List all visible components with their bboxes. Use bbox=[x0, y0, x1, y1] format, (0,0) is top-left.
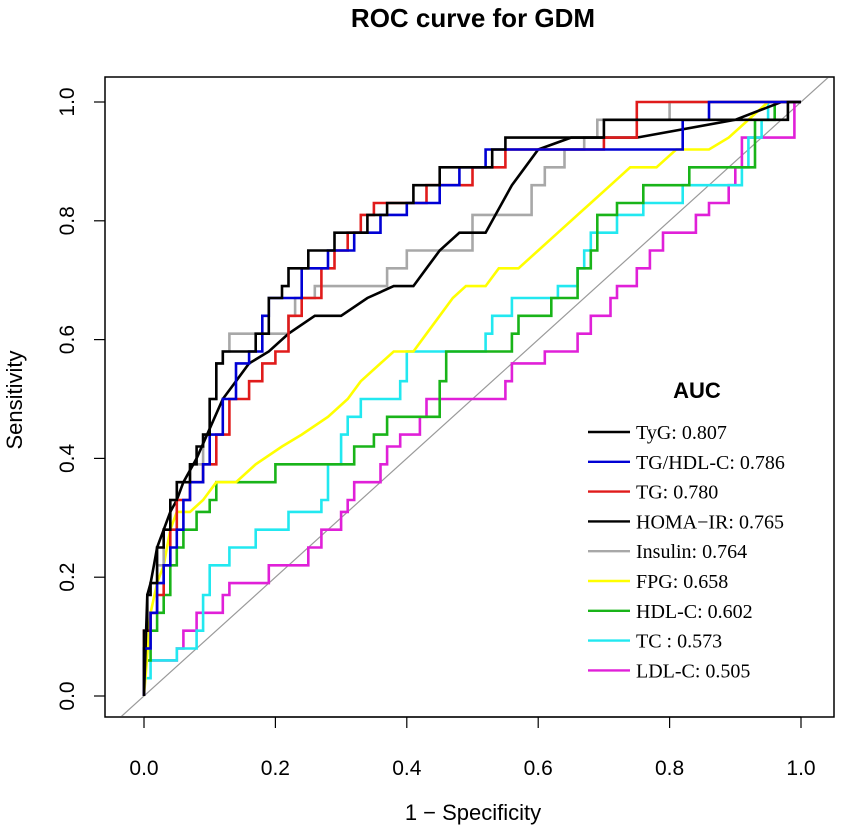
x-axis: 0.0 0.2 0.4 0.6 0.8 1.0 bbox=[129, 716, 816, 780]
y-tick-label: 0.0 bbox=[56, 681, 79, 710]
legend-label: TG: 0.780 bbox=[636, 482, 718, 504]
roc-line-ldl-c bbox=[142, 100, 801, 696]
y-axis-label: Sensitivity bbox=[2, 350, 27, 449]
roc-line-tyg bbox=[142, 100, 801, 696]
roc-line-tc bbox=[142, 100, 801, 696]
y-tick-label: 0.4 bbox=[56, 443, 79, 473]
legend-label: HOMA−IR: 0.765 bbox=[636, 511, 784, 533]
x-tick-label: 0.4 bbox=[392, 757, 422, 780]
x-tick-label: 0.6 bbox=[524, 757, 553, 780]
y-tick-label: 1.0 bbox=[56, 87, 79, 116]
legend-title: AUC bbox=[673, 378, 721, 403]
legend-label: TG/HDL-C: 0.786 bbox=[636, 452, 785, 474]
legend-label: TyG: 0.807 bbox=[636, 422, 727, 444]
x-tick-label: 0.0 bbox=[129, 757, 158, 780]
chart-title: ROC curve for GDM bbox=[351, 3, 595, 33]
y-tick-label: 0.2 bbox=[56, 563, 79, 592]
legend-label: FPG: 0.658 bbox=[636, 571, 728, 593]
legend-label: Insulin: 0.764 bbox=[636, 541, 747, 563]
x-tick-label: 0.8 bbox=[655, 757, 684, 780]
y-tick-label: 0.6 bbox=[56, 325, 79, 354]
legend-label: LDL-C: 0.505 bbox=[636, 660, 750, 682]
x-tick-label: 1.0 bbox=[786, 757, 815, 780]
legend-label: TC : 0.573 bbox=[636, 631, 722, 653]
x-tick-label: 0.2 bbox=[261, 757, 290, 780]
y-axis: 0.0 0.2 0.4 0.6 0.8 1.0 bbox=[56, 87, 105, 711]
legend-label: HDL-C: 0.602 bbox=[636, 601, 753, 623]
x-axis-label: 1 − Specificity bbox=[405, 800, 541, 825]
legend: AUC TyG: 0.807 TG/HDL-C: 0.786 TG: 0.780 HO… bbox=[588, 378, 785, 682]
y-tick-label: 0.8 bbox=[56, 206, 79, 235]
roc-line-homa-ir bbox=[142, 100, 801, 697]
roc-line-fpg bbox=[142, 100, 801, 697]
